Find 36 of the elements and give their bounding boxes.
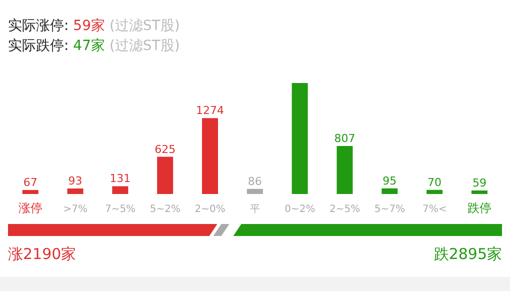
bar (292, 83, 308, 194)
data-label: 1274 (196, 104, 224, 118)
data-label: 93 (68, 174, 82, 188)
data-label: 807 (334, 132, 356, 145)
bar (22, 190, 38, 194)
text: 实际涨停: 59家 (过滤ST股) (8, 18, 180, 34)
x-tick-label: 平 (250, 204, 260, 215)
bar (336, 146, 353, 194)
bar (67, 188, 84, 194)
x-tick-label: 2~0% (194, 204, 226, 215)
x-tick-label: 2~5% (330, 204, 360, 215)
bar (471, 190, 488, 194)
data-label: 86 (248, 174, 262, 188)
text: 涨2190家 (8, 245, 76, 264)
x-tick-label: 7%< (422, 204, 447, 215)
text: 跌2895家 (434, 245, 502, 264)
x-tick-label: 涨停 (18, 201, 42, 215)
x-tick-label: 0~2% (284, 204, 316, 215)
data-label: 59 (472, 176, 486, 190)
bar (202, 118, 218, 194)
bar (426, 190, 443, 194)
data-label: 95 (382, 174, 397, 188)
bar (112, 186, 128, 194)
data-label: 625 (154, 142, 176, 156)
text: 实际跌停: 47家 (过滤ST股) (8, 38, 180, 54)
x-tick-label: 5~2% (150, 204, 180, 215)
x-tick-label: 5~7% (374, 204, 406, 215)
data-label: 131 (110, 172, 131, 186)
x-tick-label: >7% (63, 204, 88, 215)
data-label: 70 (428, 176, 442, 189)
data-label: 67 (23, 176, 38, 190)
x-tick-label: 7~5% (104, 204, 136, 215)
x-tick-label: 跌停 (468, 201, 492, 215)
bar (246, 188, 263, 194)
bar (157, 156, 174, 194)
bar (382, 188, 398, 194)
